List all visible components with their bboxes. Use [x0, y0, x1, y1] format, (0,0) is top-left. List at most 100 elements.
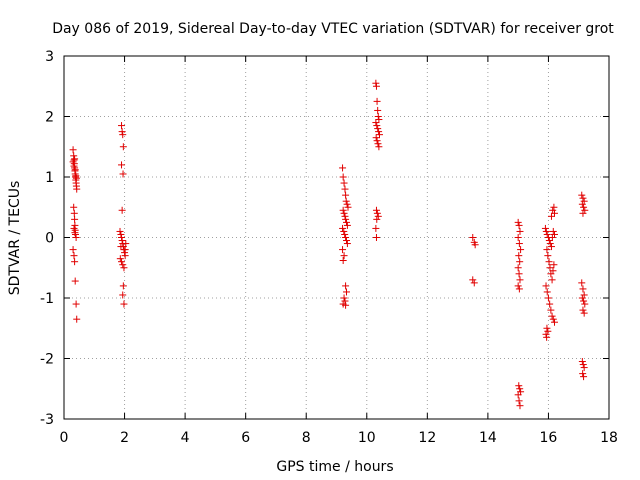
- data-point: [340, 227, 348, 235]
- data-point: [342, 301, 350, 309]
- data-point: [70, 224, 78, 232]
- data-point: [544, 327, 552, 335]
- data-point: [547, 243, 555, 251]
- data-point: [542, 282, 550, 290]
- data-point: [514, 264, 522, 272]
- data-point: [374, 125, 382, 133]
- data-point: [119, 170, 127, 178]
- data-point: [71, 166, 79, 174]
- data-point: [342, 191, 350, 199]
- data-point: [341, 297, 349, 305]
- data-point: [118, 237, 126, 245]
- y-tick-labels: -3 -2 -1 0 1 2 3: [40, 49, 54, 428]
- data-point: [517, 246, 525, 254]
- data-point: [70, 162, 78, 170]
- data-point: [550, 261, 558, 269]
- data-point: [339, 206, 347, 214]
- data-point: [71, 229, 79, 237]
- data-point: [578, 294, 586, 302]
- data-point: [543, 324, 551, 332]
- data-point: [543, 246, 551, 254]
- data-point: [580, 373, 588, 381]
- data-point: [372, 134, 380, 142]
- data-point: [580, 309, 588, 317]
- data-point: [342, 234, 350, 241]
- data-point: [118, 258, 126, 266]
- data-point: [373, 209, 381, 217]
- data-point: [344, 203, 352, 211]
- data-point: [343, 240, 351, 248]
- data-point: [515, 397, 523, 405]
- data-point: [515, 252, 523, 260]
- data-point: [580, 203, 588, 211]
- data-point: [342, 215, 350, 223]
- data-point: [340, 209, 348, 217]
- data-point: [579, 194, 587, 202]
- data-point: [581, 300, 589, 308]
- data-point: [579, 361, 587, 369]
- x-tick-label: 0: [60, 430, 69, 446]
- x-axis-title: GPS time / hours: [276, 459, 393, 475]
- data-point: [469, 234, 477, 241]
- data-point: [340, 252, 348, 260]
- data-point: [121, 252, 129, 260]
- data-point: [372, 224, 380, 232]
- data-point: [70, 209, 78, 217]
- data-point: [69, 146, 77, 154]
- data-point: [578, 200, 586, 208]
- data-point: [373, 122, 381, 130]
- data-point: [372, 79, 380, 87]
- data-point: [118, 161, 126, 169]
- data-point: [71, 258, 79, 266]
- data-point: [516, 227, 524, 235]
- data-point: [375, 143, 383, 151]
- x-tick-label: 14: [479, 430, 497, 446]
- y-axis-title: SDTVAR / TECUs: [7, 181, 23, 296]
- data-point: [73, 185, 81, 193]
- data-point: [543, 333, 551, 341]
- data-point: [116, 227, 124, 235]
- y-tick-label: -3: [40, 412, 54, 428]
- data-point: [545, 237, 553, 245]
- data-point: [470, 279, 478, 287]
- data-point: [120, 264, 128, 272]
- data-point: [340, 294, 348, 302]
- data-point: [545, 258, 553, 266]
- data-point: [342, 237, 350, 245]
- data-point: [516, 258, 524, 266]
- data-point: [70, 203, 78, 211]
- data-point: [342, 288, 350, 296]
- data-point: [119, 282, 127, 290]
- data-point: [551, 230, 558, 238]
- data-point: [375, 131, 383, 139]
- data-point: [118, 206, 126, 214]
- data-point: [343, 200, 351, 208]
- data-point: [339, 164, 347, 172]
- data-point: [120, 300, 128, 308]
- data-point: [119, 261, 127, 269]
- data-point: [549, 267, 557, 275]
- data-point: [375, 116, 383, 124]
- data-point: [515, 285, 523, 293]
- data-point: [118, 128, 126, 136]
- data-point: [578, 191, 586, 199]
- data-point: [373, 137, 381, 145]
- y-tick-label: 2: [45, 110, 54, 126]
- data-point: [542, 330, 550, 338]
- data-point: [579, 209, 587, 217]
- data-point: [373, 215, 381, 223]
- data-point: [548, 312, 556, 320]
- data-point: [516, 402, 524, 410]
- data-point: [580, 364, 588, 372]
- data-point: [551, 318, 558, 326]
- data-point: [339, 224, 347, 232]
- x-tick-label: 4: [181, 430, 190, 446]
- data-point: [339, 173, 347, 181]
- data-point: [71, 215, 79, 223]
- data-point: [516, 276, 524, 284]
- data-point: [118, 234, 126, 241]
- data-point: [71, 155, 79, 163]
- data-point: [122, 240, 130, 248]
- x-tick-label: 6: [241, 430, 250, 446]
